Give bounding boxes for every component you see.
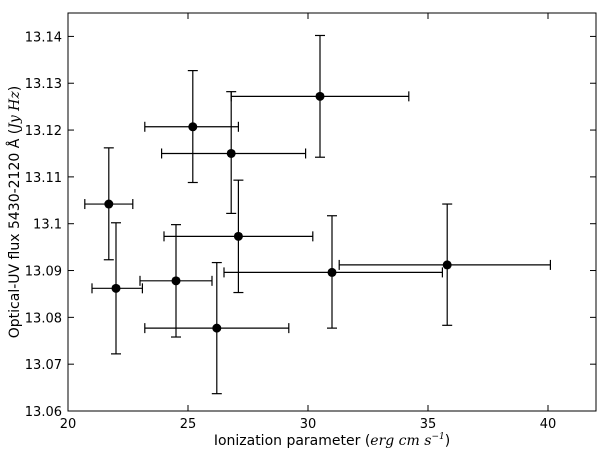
y-tick-label: 13.12 [25, 124, 62, 139]
data-point-marker [327, 267, 337, 277]
y-tick-label: 13.08 [25, 311, 62, 326]
data-point-group [84, 147, 134, 261]
data-point-marker [442, 260, 452, 270]
x-tick-label: 40 [540, 417, 557, 432]
data-point-group [144, 261, 290, 395]
y-axis-label: Optical-UV flux 5430-2120 Å (Jy Hz) [6, 86, 23, 338]
data-point-marker [111, 283, 121, 293]
y-tick-label: 13.09 [25, 265, 62, 280]
data-point-marker [171, 276, 181, 286]
y-tick-label: 13.14 [25, 30, 62, 45]
data-point-marker [315, 91, 325, 101]
y-axis-ticks: 13.06 13.07 13.08 13.09 13.1 13.11 13.12 13.13 1… [25, 30, 596, 420]
data-point-marker [226, 148, 236, 158]
x-tick-label: 35 [420, 417, 437, 432]
data-point-group [163, 179, 314, 294]
y-tick-label: 13.11 [25, 171, 62, 186]
data-point-marker [104, 199, 114, 209]
data-point-group [161, 91, 307, 215]
x-tick-label: 25 [180, 417, 197, 432]
data-points [84, 34, 552, 395]
x-axis-label: Ionization parameter (erg cm s−1) [214, 432, 450, 449]
plot-area [67, 12, 597, 412]
y-tick-label: 13.07 [25, 358, 62, 373]
data-point-marker [188, 122, 198, 132]
x-axis-ticks: 20 25 30 35 40 [60, 13, 557, 432]
y-tick-label: 13.1 [33, 218, 62, 233]
data-point-marker [233, 231, 243, 241]
data-point-group [338, 203, 552, 326]
data-point-group [144, 69, 239, 184]
data-point-marker [212, 323, 222, 333]
data-point-group [223, 215, 443, 329]
data-point-group [139, 224, 213, 338]
x-tick-label: 30 [300, 417, 317, 432]
data-point-group [230, 34, 410, 158]
y-tick-label: 13.13 [25, 77, 62, 92]
y-tick-label: 13.06 [25, 405, 62, 420]
data-point-group [91, 222, 143, 355]
x-tick-label: 20 [60, 417, 77, 432]
